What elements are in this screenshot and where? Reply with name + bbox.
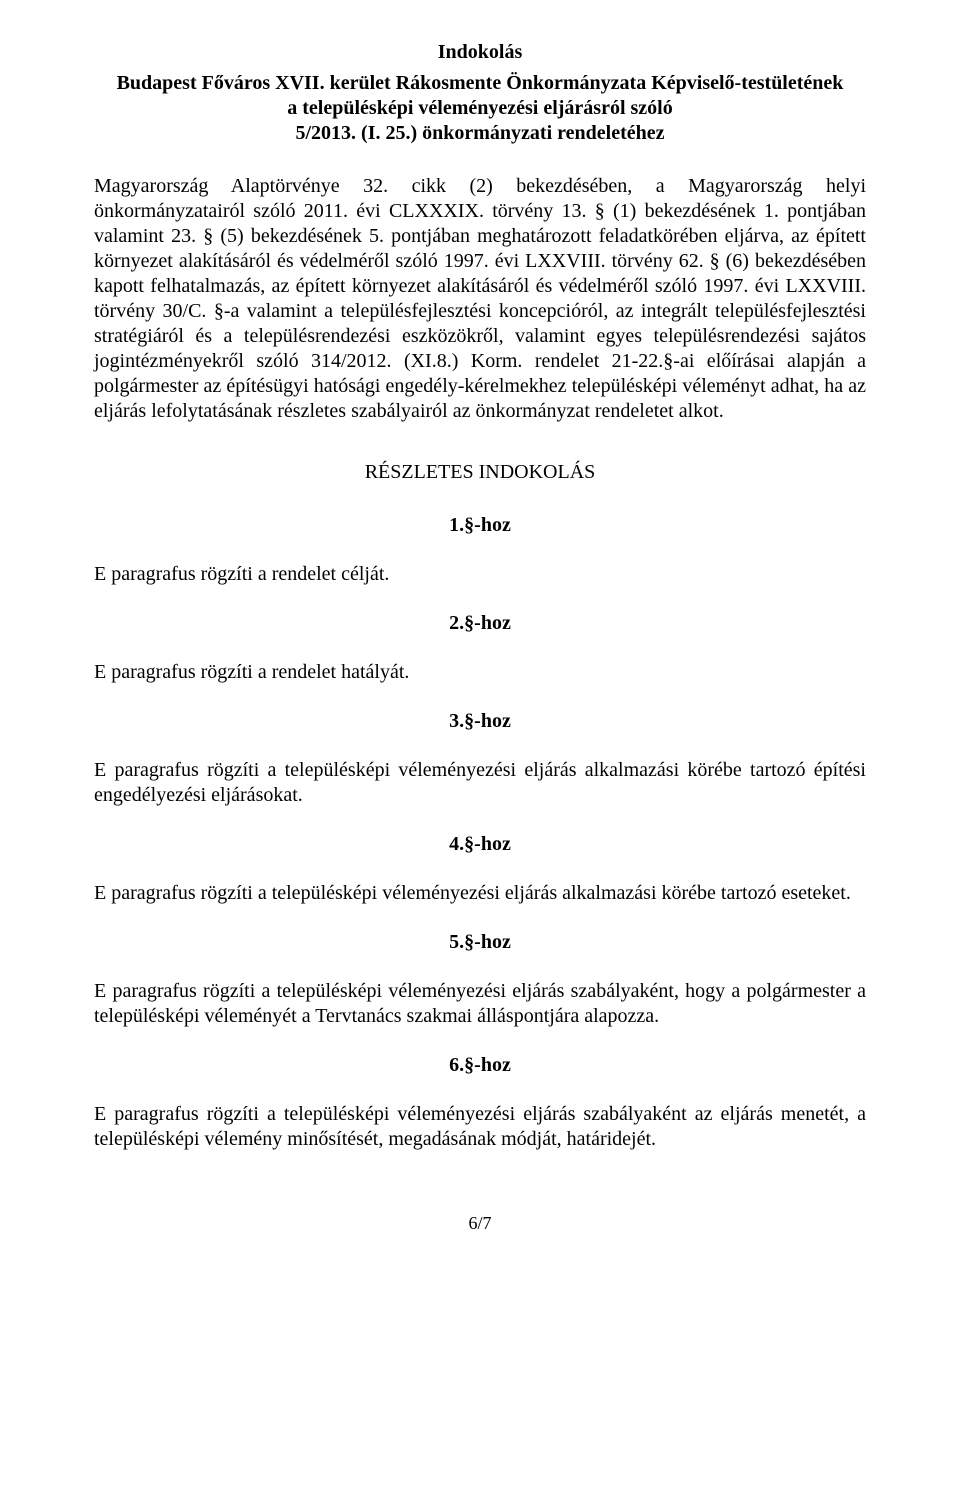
doc-title: Indokolás	[94, 40, 866, 65]
section-2-heading: 2.§-hoz	[94, 611, 866, 636]
section-6-text: E paragrafus rögzíti a településképi vél…	[94, 1102, 866, 1152]
section-3-heading: 3.§-hoz	[94, 709, 866, 734]
section-5-text: E paragrafus rögzíti a településképi vél…	[94, 979, 866, 1029]
section-3-text: E paragrafus rögzíti a településképi vél…	[94, 758, 866, 808]
main-paragraph: Magyarország Alaptörvénye 32. cikk (2) b…	[94, 174, 866, 424]
section-5-heading: 5.§-hoz	[94, 930, 866, 955]
section-1-heading: 1.§-hoz	[94, 513, 866, 538]
subtitle-line-1: Budapest Főváros XVII. kerület Rákosment…	[94, 71, 866, 96]
section-6-heading: 6.§-hoz	[94, 1053, 866, 1078]
subtitle-line-2: a településképi véleményezési eljárásról…	[94, 96, 866, 121]
section-4-heading: 4.§-hoz	[94, 832, 866, 857]
section-4-text: E paragrafus rögzíti a településképi vél…	[94, 881, 866, 906]
page-number: 6/7	[94, 1212, 866, 1235]
section-2-text: E paragrafus rögzíti a rendelet hatályát…	[94, 660, 866, 685]
detailed-justification-heading: RÉSZLETES INDOKOLÁS	[94, 460, 866, 485]
subtitle-line-3: 5/2013. (I. 25.) önkormányzati rendeleté…	[94, 121, 866, 146]
section-1-text: E paragrafus rögzíti a rendelet célját.	[94, 562, 866, 587]
doc-subtitle: Budapest Főváros XVII. kerület Rákosment…	[94, 71, 866, 146]
